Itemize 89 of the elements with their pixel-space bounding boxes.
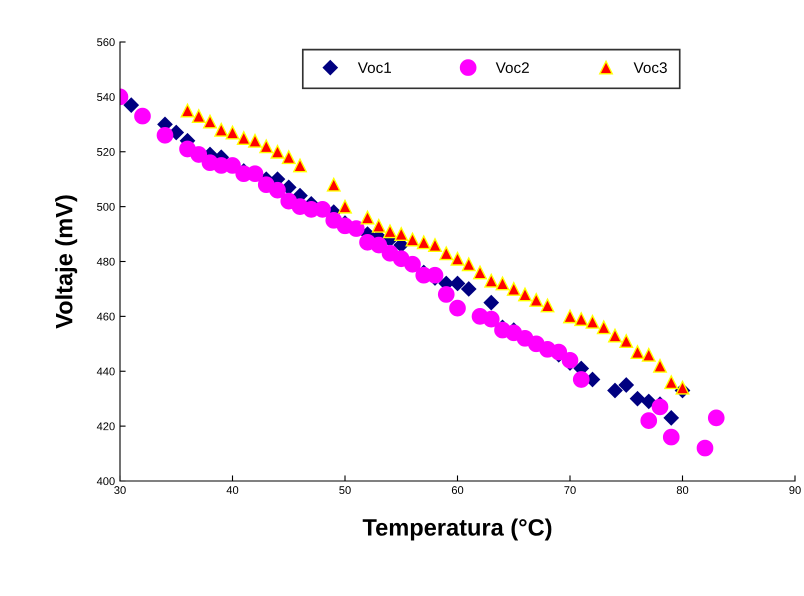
point (484, 295, 499, 310)
y-tick-label: 440 (96, 368, 115, 376)
x-axis-title: Temperatura (°C) (362, 518, 552, 540)
point (270, 144, 284, 159)
point (506, 282, 521, 296)
point (326, 178, 341, 192)
point (438, 286, 455, 303)
point (156, 126, 174, 144)
point (360, 210, 374, 225)
point (404, 256, 421, 273)
point (664, 410, 679, 426)
point (462, 257, 476, 272)
x-tick-label: 50 (339, 486, 351, 494)
point (642, 348, 656, 362)
y-tick-label: 540 (97, 93, 115, 102)
x-tick-label: 30 (114, 486, 126, 494)
point (562, 352, 578, 369)
y-tick-label: 520 (97, 148, 115, 156)
point (630, 391, 646, 406)
point (372, 218, 386, 233)
y-tick-label: 420 (96, 422, 115, 430)
point (226, 126, 240, 140)
point (608, 328, 622, 343)
point (550, 344, 568, 360)
point (596, 320, 611, 334)
point (416, 235, 431, 250)
point (574, 312, 588, 326)
point (708, 410, 725, 426)
point (640, 412, 658, 429)
point (370, 236, 388, 254)
point (529, 292, 544, 307)
legend-label: Voc1 (358, 62, 392, 74)
y-tick-label: 560 (97, 38, 115, 46)
point (461, 281, 476, 297)
point (214, 122, 228, 137)
point (607, 382, 623, 398)
legend-label: Voc2 (496, 62, 529, 74)
legend-label: Voc3 (634, 62, 667, 74)
point (282, 150, 296, 164)
point (572, 371, 590, 388)
point (563, 309, 577, 324)
point (664, 375, 678, 390)
point (134, 108, 151, 124)
point (190, 146, 208, 163)
point (192, 109, 206, 124)
y-axis-title: Voltaje (mV) (55, 195, 78, 329)
point (439, 246, 454, 260)
point (348, 220, 365, 237)
point (676, 380, 690, 395)
point (496, 276, 510, 290)
point (203, 114, 217, 129)
y-tick-label: 500 (97, 202, 115, 211)
point (652, 398, 668, 416)
point (293, 158, 307, 172)
point (696, 440, 714, 456)
point (540, 298, 554, 312)
y-tick-label: 460 (96, 312, 115, 321)
point (484, 274, 498, 288)
point (338, 200, 352, 214)
y-tick-label: 400 (96, 477, 115, 486)
point (248, 134, 262, 148)
point (449, 300, 466, 316)
point (236, 131, 251, 145)
point (428, 238, 442, 252)
x-tick-label: 60 (452, 486, 464, 494)
point (518, 287, 532, 302)
point (662, 428, 680, 446)
point (450, 252, 464, 266)
point (269, 182, 286, 198)
point (618, 377, 634, 393)
point (630, 345, 644, 359)
point (619, 334, 634, 348)
y-tick-label: 480 (96, 258, 115, 266)
point (180, 104, 194, 118)
point (653, 358, 667, 373)
point (124, 98, 139, 113)
x-tick-label: 40 (226, 486, 238, 494)
x-tick-label: 70 (564, 486, 576, 494)
point (586, 314, 600, 329)
point (641, 394, 656, 409)
point (406, 232, 420, 246)
point (482, 310, 500, 328)
point (383, 224, 397, 238)
point (394, 227, 408, 242)
x-tick-label: 80 (676, 486, 688, 494)
point (450, 276, 466, 292)
point (259, 139, 274, 154)
x-tick-label: 90 (789, 486, 801, 494)
point (473, 266, 487, 280)
